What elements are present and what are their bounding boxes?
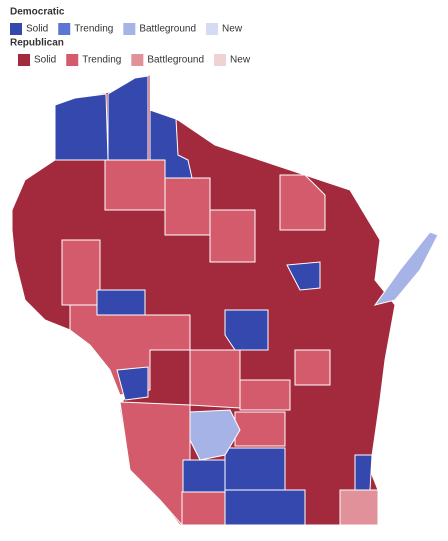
county (224, 489, 306, 526)
legend-swatch (123, 23, 136, 35)
county (234, 411, 286, 447)
county (189, 409, 241, 461)
county (182, 459, 226, 493)
legend-label: Battleground (139, 24, 196, 35)
legend-swatch (10, 23, 22, 35)
legend-swatch (131, 54, 144, 66)
legend: Democratic Solid Trending Battleground New Re… (10, 7, 251, 66)
county (209, 209, 256, 263)
county (116, 366, 149, 401)
county (189, 349, 241, 409)
legend-label: Solid (34, 55, 56, 66)
county (104, 159, 166, 211)
county (224, 447, 286, 491)
wisconsin-map (11, 74, 439, 527)
legend-label: Battleground (147, 55, 204, 66)
county (164, 177, 211, 236)
county (96, 289, 146, 316)
county (373, 231, 439, 306)
county (54, 93, 109, 161)
county (61, 239, 101, 306)
legend-swatch (18, 54, 30, 66)
legend-swatch (206, 23, 219, 35)
legend-label: Trending (82, 55, 121, 66)
county (181, 491, 226, 526)
legend-label: Trending (74, 24, 113, 35)
county (107, 75, 149, 161)
county (279, 174, 326, 231)
legend-swatch (66, 54, 79, 66)
legend-swatch (58, 23, 71, 35)
legend-swatch (214, 54, 227, 66)
legend-label: Solid (26, 24, 48, 35)
legend-label: New (222, 24, 243, 35)
county (119, 401, 191, 527)
county (294, 349, 331, 386)
county (339, 489, 379, 526)
legend-label: New (230, 55, 251, 66)
county (224, 309, 269, 351)
county (354, 454, 373, 491)
legend-group-title: Democratic (10, 7, 65, 18)
legend-group-title: Republican (10, 38, 64, 49)
county (239, 379, 291, 411)
county (286, 261, 321, 291)
